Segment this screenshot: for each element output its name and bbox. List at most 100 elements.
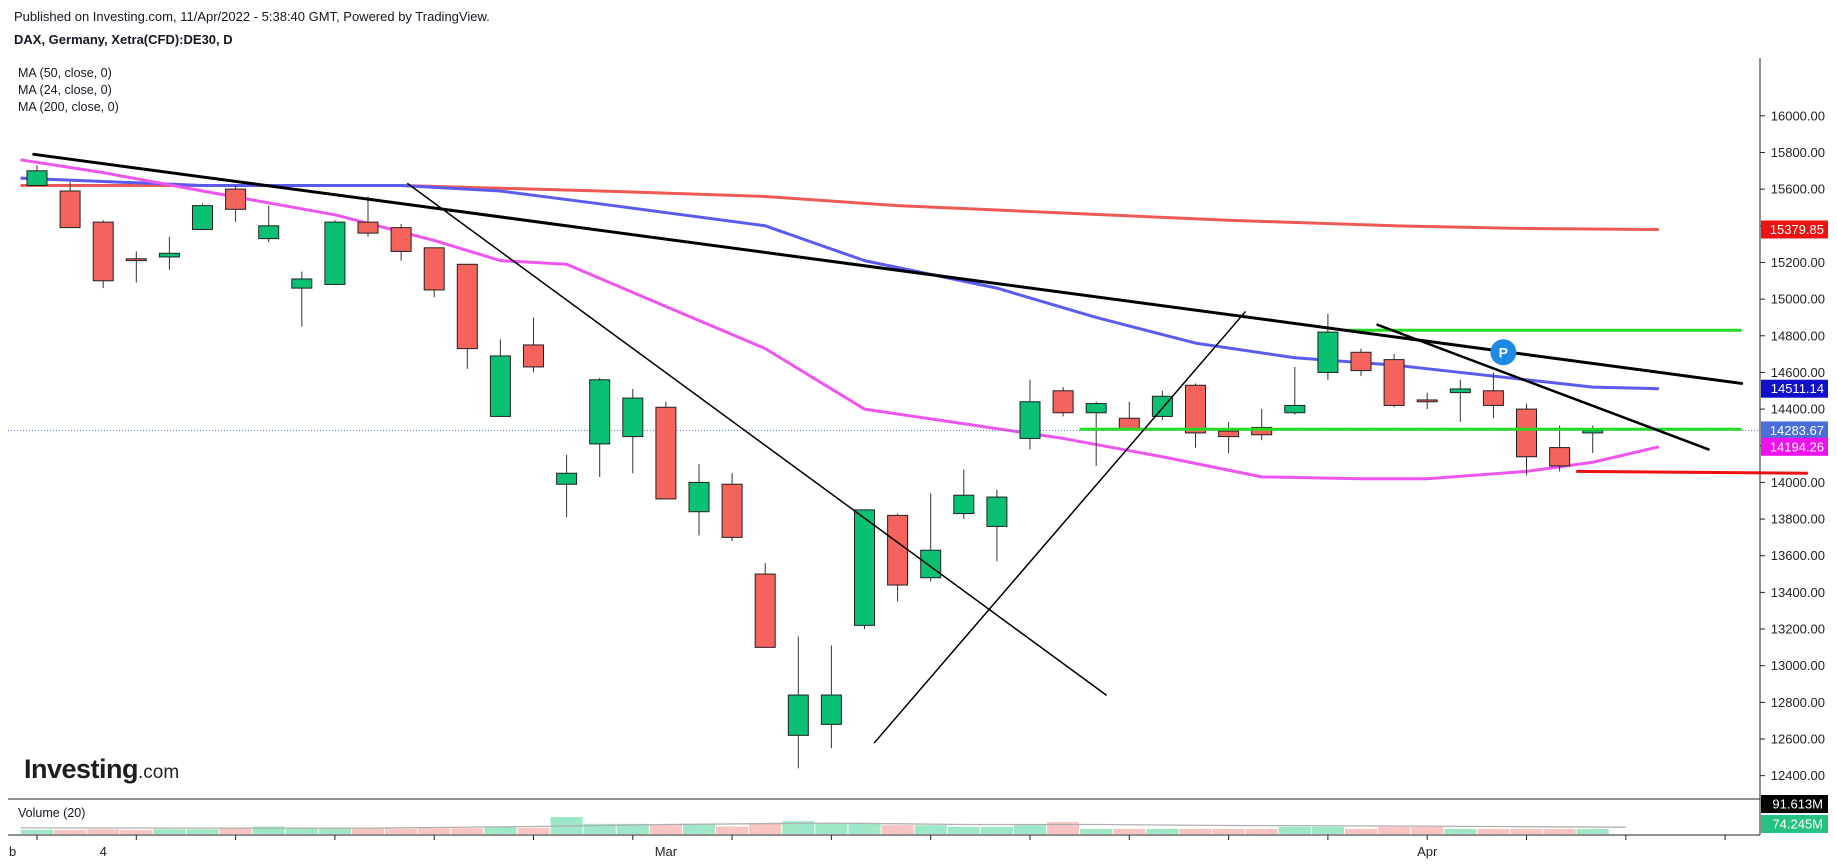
price-axis: 16000.0015800.0015600.0015400.0015200.00… (9, 108, 1828, 859)
volume-value-label: 74.245M (1772, 817, 1823, 832)
legend-ma24[interactable]: MA (24, close, 0) (18, 83, 112, 97)
candle-down (1185, 384, 1206, 434)
volume-bar (1311, 826, 1344, 834)
candle-down (1416, 399, 1438, 403)
volume-bar (186, 829, 219, 834)
volume-bar (318, 827, 351, 834)
volume-bar (1543, 828, 1576, 834)
candle-down (721, 483, 743, 538)
volume-bar (1278, 826, 1311, 834)
price-tick-label: 13600.00 (1771, 548, 1825, 563)
volume-bar (980, 826, 1013, 834)
volume-bar (1510, 828, 1543, 834)
candle-down (1251, 426, 1273, 436)
candle-up (1085, 403, 1107, 414)
legend-volume[interactable]: Volume (20) (18, 806, 86, 820)
price-tick-label: 13800.00 (1771, 512, 1825, 527)
candle-up (258, 225, 280, 240)
candle-down (357, 221, 379, 234)
volume-bar (54, 829, 87, 834)
price-label: 14283.67 (1770, 423, 1824, 438)
price-tick-label: 12800.00 (1771, 695, 1825, 710)
candles-layer (26, 165, 1604, 769)
price-label: 15379.85 (1770, 222, 1824, 237)
price-tick-label: 14000.00 (1771, 475, 1825, 490)
price-label: 14194.26 (1770, 439, 1824, 454)
published-info: Published on Investing.com, 11/Apr/2022 … (14, 9, 490, 24)
price-tick-label: 15800.00 (1771, 145, 1825, 160)
candle-down (125, 258, 147, 262)
candle-up (26, 170, 48, 186)
volume-bar (1378, 826, 1411, 834)
volume-bar (848, 822, 881, 834)
price-label-bg (1761, 379, 1828, 398)
volume-bar (285, 827, 318, 834)
price-tick-label: 14600.00 (1771, 365, 1825, 380)
price-label: 14511.14 (1771, 381, 1824, 396)
legend-ma200[interactable]: MA (200, close, 0) (18, 100, 119, 114)
price-tick-label: 14800.00 (1771, 328, 1825, 343)
candle-up (556, 472, 578, 485)
candle-up (1317, 331, 1339, 373)
candle-down (1516, 408, 1537, 458)
volume-bar (418, 828, 451, 834)
volume-bar (815, 822, 848, 834)
volume-bar (1411, 826, 1444, 834)
time-tick-label: 4 (100, 844, 107, 859)
volume-value-bg (1761, 815, 1828, 833)
volume-bar (517, 827, 550, 834)
volume-bar (1344, 828, 1378, 834)
candle-down (1383, 359, 1405, 406)
volume-bar (87, 829, 120, 834)
volume-bar (1444, 828, 1477, 834)
candle-down (92, 221, 114, 282)
volume-bar (914, 825, 947, 834)
candle-up (986, 496, 1008, 527)
price-label-bg (1761, 220, 1828, 239)
ma200-line (20, 183, 1659, 231)
volume-bar (484, 826, 517, 834)
candle-up (920, 549, 942, 579)
volume-value-label: 91.613M (1772, 797, 1823, 812)
price-tick-label: 15600.00 (1771, 182, 1825, 197)
candle-down (1052, 390, 1074, 414)
candle-up (820, 694, 842, 725)
trendline (32, 152, 1744, 385)
candle-up (854, 509, 875, 626)
price-label-bg (1761, 421, 1828, 440)
volume-bar (1080, 828, 1113, 834)
price-tick-label: 12400.00 (1771, 768, 1825, 783)
volume-bar (881, 825, 914, 834)
volume-value-bg (1761, 795, 1828, 813)
support-line (1576, 469, 1808, 475)
volume-bar (649, 825, 682, 834)
candle-down (456, 263, 478, 350)
volume-bar (782, 821, 815, 834)
candle-up (1449, 388, 1471, 394)
candle-up (953, 494, 975, 515)
legend-ma50[interactable]: MA (50, close, 0) (18, 66, 112, 80)
volume-bar (947, 826, 980, 834)
volume-bar (682, 823, 716, 834)
candle-up (291, 278, 313, 289)
candle-up (324, 221, 346, 285)
candle-down (1218, 430, 1240, 438)
candle-down (423, 247, 445, 291)
price-tick-label: 12600.00 (1771, 732, 1825, 747)
volume-bar (219, 827, 252, 834)
price-tick-label: 13200.00 (1771, 622, 1825, 637)
price-tick-label: 15200.00 (1771, 255, 1825, 270)
volume-bar (1179, 828, 1212, 834)
volume-pane (20, 817, 1626, 834)
candle-up (688, 481, 710, 513)
time-tick-label: Apr (1417, 844, 1438, 859)
price-tick-label: 14400.00 (1771, 402, 1825, 417)
price-label-bg (1761, 437, 1828, 456)
candle-down (1482, 390, 1504, 406)
candle-up (192, 205, 213, 230)
trendline (873, 311, 1246, 744)
candle-down (523, 344, 544, 368)
candle-down (1350, 351, 1372, 372)
candle-up (158, 252, 180, 258)
